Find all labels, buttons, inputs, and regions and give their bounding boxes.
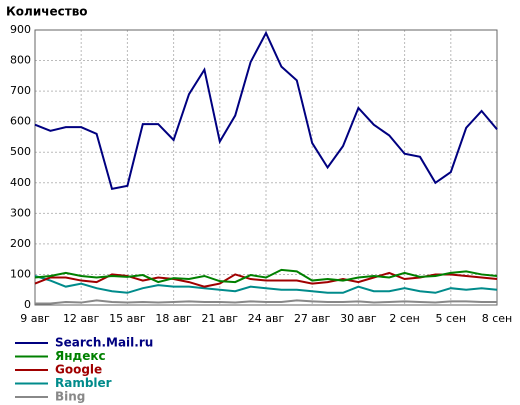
legend-label: Search.Mail.ru [55,336,153,350]
x-tick-label: 15 авг [109,312,146,325]
y-tick-label: 600 [10,115,31,128]
y-tick-label: 700 [10,84,31,97]
plot-border [34,29,498,306]
x-tick-label: 5 сен [436,312,467,325]
series-line [34,275,498,294]
legend-label: Google [55,363,102,377]
y-tick-label: 500 [10,145,31,158]
x-tick-label: 30 авг [340,312,377,325]
y-tick-label: 200 [10,237,31,250]
y-tick-label: 0 [24,298,31,311]
x-tick-label: 21 авг [202,312,239,325]
x-tick-label: 8 сен [482,312,513,325]
legend-label: Яндекс [55,349,106,363]
x-tick-label: 9 авг [20,312,50,325]
chart-title: Количество [6,5,88,19]
series-line [35,299,497,305]
x-tick-label: 2 сен [389,312,420,325]
x-tick-label: 24 авг [248,312,285,325]
x-tick-label: 18 авг [155,312,192,325]
y-tick-label: 900 [10,23,31,36]
y-tick-label: 300 [10,206,31,219]
x-tick-label: 12 авг [63,312,100,325]
legend-label: Bing [55,390,85,404]
legend-label: Rambler [55,376,112,390]
y-tick-label: 400 [10,176,31,189]
y-tick-label: 800 [10,54,31,67]
series-line [34,30,498,191]
series-line [34,268,498,284]
y-tick-label: 100 [10,267,31,280]
x-tick-label: 27 авг [294,312,331,325]
